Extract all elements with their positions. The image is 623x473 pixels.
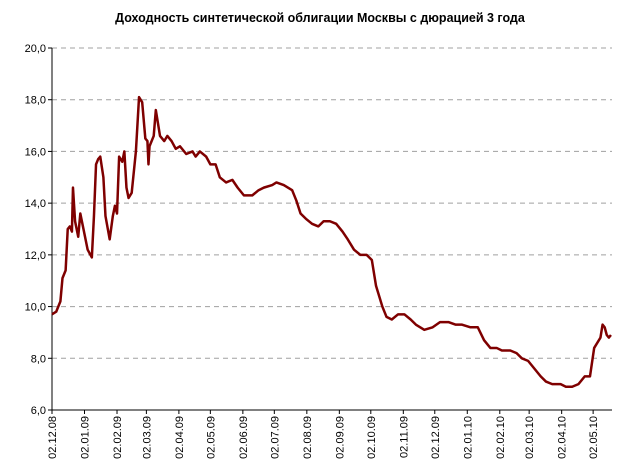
y-tick-label: 16,0 bbox=[25, 146, 46, 158]
y-tick-label: 6,0 bbox=[31, 405, 46, 417]
x-tick-label: 02.07.09 bbox=[269, 416, 281, 459]
x-tick-label: 02.11.09 bbox=[398, 416, 410, 458]
x-tick-label: 02.02.09 bbox=[112, 416, 124, 459]
y-tick-label: 14,0 bbox=[25, 198, 46, 210]
x-tick-label: 02.04.09 bbox=[174, 416, 186, 459]
x-tick-label: 02.05.09 bbox=[205, 416, 217, 459]
y-tick-label: 10,0 bbox=[25, 302, 46, 314]
x-tick-label: 02.12.08 bbox=[47, 416, 59, 459]
x-tick-label: 02.04.10 bbox=[557, 416, 569, 459]
y-tick-label: 8,0 bbox=[31, 353, 46, 365]
x-tick-label: 02.01.10 bbox=[462, 416, 474, 459]
x-tick-label: 02.02.10 bbox=[495, 416, 507, 459]
x-tick-label: 02.10.09 bbox=[366, 416, 378, 459]
x-tick-label: 02.01.09 bbox=[80, 416, 92, 459]
x-tick-label: 02.05.10 bbox=[588, 416, 600, 459]
x-tick-label: 02.12.09 bbox=[430, 416, 442, 459]
x-tick-label: 02.06.09 bbox=[238, 416, 250, 459]
x-tick-label: 02.03.09 bbox=[141, 416, 153, 459]
y-tick-label: 20,0 bbox=[25, 43, 46, 55]
x-tick-label: 02.08.09 bbox=[302, 416, 314, 459]
chart-title: Доходность синтетической облигации Москв… bbox=[115, 11, 526, 25]
x-tick-label: 02.09.09 bbox=[334, 416, 346, 459]
data-line bbox=[51, 95, 612, 388]
y-tick-label: 18,0 bbox=[25, 95, 46, 107]
y-tick-label: 12,0 bbox=[25, 250, 46, 262]
x-tick-label: 02.03.10 bbox=[524, 416, 536, 459]
